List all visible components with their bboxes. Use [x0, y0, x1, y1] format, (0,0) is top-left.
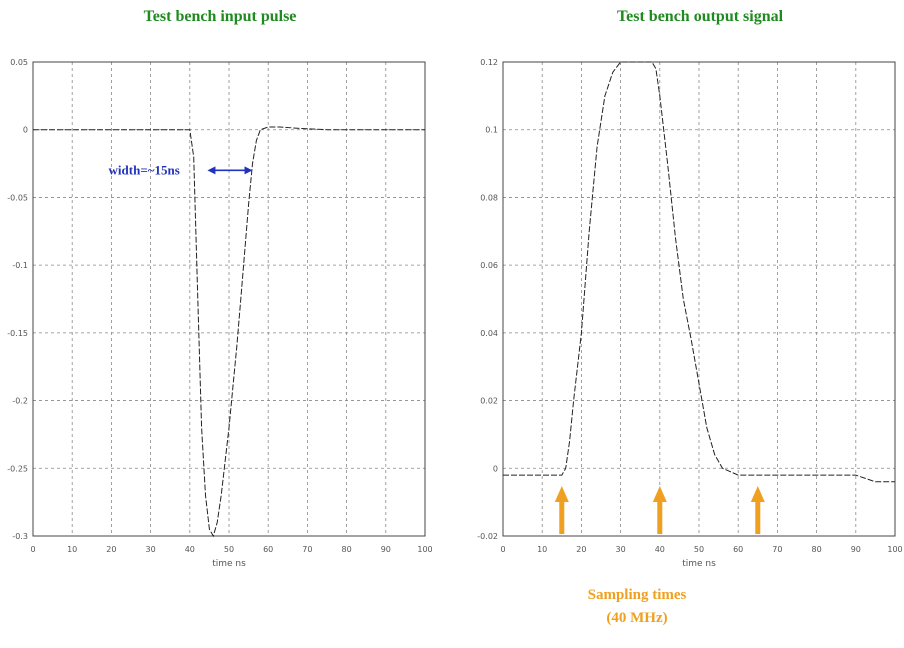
sampling-times-label: Sampling times — [588, 587, 687, 603]
input-y-tick-label: -0.1 — [12, 261, 28, 270]
output-y-tick-label: -0.02 — [477, 532, 498, 541]
output-x-tick-label: 60 — [733, 545, 743, 554]
output-y-tick-label: 0 — [493, 464, 498, 473]
output-y-tick-label: 0.02 — [480, 397, 498, 406]
sampling-arrow-shaft — [755, 502, 761, 534]
output-x-tick-label: 10 — [537, 545, 547, 554]
input-y-tick-label: -0.05 — [7, 193, 28, 202]
sampling-arrow-shaft — [559, 502, 565, 534]
input-y-tick-label: -0.3 — [12, 532, 28, 541]
output-x-tick-label: 50 — [694, 545, 704, 554]
input-x-tick-label: 90 — [381, 545, 391, 554]
input-x-tick-label: 80 — [342, 545, 352, 554]
output-y-tick-label: 0.08 — [480, 193, 498, 202]
output-y-tick-label: 0.06 — [480, 261, 498, 270]
input-y-tick-label: -0.25 — [7, 464, 28, 473]
pulse-width-arrow-head-left — [207, 166, 216, 175]
output-y-tick-label: 0.1 — [485, 126, 498, 135]
input-x-tick-label: 50 — [224, 545, 234, 554]
output-x-tick-label: 20 — [576, 545, 586, 554]
input-x-tick-label: 0 — [30, 545, 35, 554]
output-x-tick-label: 30 — [616, 545, 626, 554]
input-x-tick-label: 70 — [302, 545, 312, 554]
input-x-tick-label: 30 — [146, 545, 156, 554]
input-x-tick-label: 40 — [185, 545, 195, 554]
output-series-line — [503, 61, 895, 483]
output-x-tick-label: 90 — [851, 545, 861, 554]
input-y-tick-label: -0.2 — [12, 397, 28, 406]
input-plot-frame — [32, 61, 426, 537]
sampling-arrow-head — [554, 486, 569, 502]
output-y-tick-label: 0.04 — [480, 329, 498, 338]
sampling-arrow-head — [750, 486, 765, 502]
input-x-tick-label: 20 — [106, 545, 116, 554]
output-y-tick-label: 0.12 — [480, 58, 498, 67]
output-plot: 0 10 20 30 40 50 60 70 80 90 100 0.12 0.1 0.08 0.06 0.0… — [477, 58, 902, 569]
input-y-tick-label: 0 — [23, 126, 28, 135]
output-chart-title: Test bench output signal — [616, 8, 784, 25]
output-x-tick-label: 40 — [655, 545, 665, 554]
input-x-tick-label: 10 — [67, 545, 77, 554]
pulse-width-arrow-head-right — [244, 166, 253, 175]
sampling-frequency-label: (40 MHz) — [606, 610, 667, 626]
input-x-tick-label: 60 — [263, 545, 273, 554]
pulse-width-label: width=~15ns — [109, 162, 180, 177]
sampling-arrow-shaft — [657, 502, 663, 534]
input-y-tick-label: -0.15 — [7, 329, 28, 338]
input-chart-title: Test bench input pulse — [143, 8, 297, 25]
output-x-tick-label: 0 — [500, 545, 505, 554]
sampling-arrow-head — [652, 486, 667, 502]
output-x-tick-label: 70 — [772, 545, 782, 554]
output-x-tick-label: 80 — [812, 545, 822, 554]
input-y-tick-label: 0.05 — [10, 58, 28, 67]
output-x-tick-label: 100 — [887, 545, 902, 554]
input-plot: 0 10 20 30 40 50 60 70 80 90 100 0.05 0 -0.05 -0.1 -0.1… — [7, 58, 432, 569]
input-x-tick-label: 100 — [417, 545, 432, 554]
input-x-axis-label: time ns — [212, 559, 246, 569]
input-series-line — [33, 126, 425, 538]
output-plot-frame — [502, 61, 896, 537]
output-x-axis-label: time ns — [682, 559, 716, 569]
